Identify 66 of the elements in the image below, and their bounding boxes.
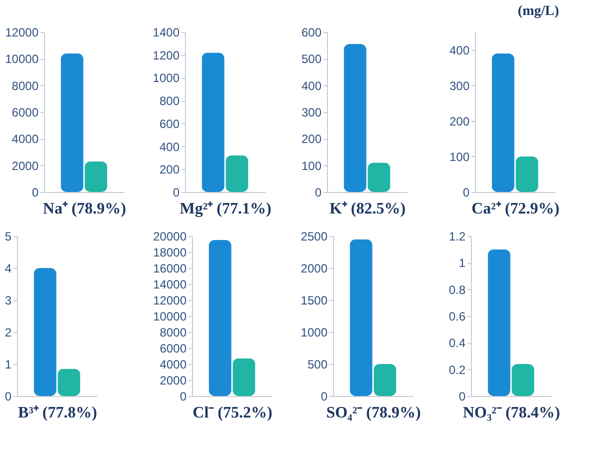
y-tick-label: 2000	[160, 374, 187, 388]
y-tick-label: 12000	[153, 294, 187, 308]
y-tick-label: 800	[159, 94, 180, 108]
y-tick-label: 0.2	[448, 362, 466, 377]
y-tick-label: 1.2	[448, 230, 466, 244]
x-axis-title: Mg²⁺ (77.1%)	[180, 200, 272, 218]
y-tick-label: 8000	[12, 78, 39, 93]
y-tick-label: 5	[4, 230, 12, 244]
y-tick-label: 2000	[300, 262, 328, 276]
y-tick-label: 500	[301, 52, 322, 66]
y-tick-label: 1	[458, 256, 466, 270]
y-tick-label: 100	[301, 158, 322, 173]
y-tick-label: 0	[314, 186, 322, 200]
y-tick-label: 0	[320, 390, 328, 404]
y-tick-label: 4	[4, 262, 12, 276]
y-tick-label: 0	[4, 390, 12, 404]
y-tick-label: 1200	[152, 48, 180, 62]
x-axis-title: Na⁺ (78.9%)	[42, 200, 126, 218]
y-tick-label: 20000	[153, 230, 187, 244]
y-tick-label: 0	[180, 390, 187, 404]
y-tick-label: 18000	[153, 246, 187, 260]
x-axis-title: B³⁺ (77.8%)	[18, 404, 98, 422]
y-tick-label: 4000	[12, 132, 39, 146]
y-tick-label: 300	[449, 78, 470, 93]
y-tick-label: 1000	[300, 326, 328, 340]
y-tick-label: 0.8	[448, 282, 466, 297]
y-tick-label: 500	[307, 358, 328, 372]
y-tick-label: 10000	[153, 310, 187, 324]
y-tick-label: 200	[449, 114, 470, 128]
y-tick-label: 0	[458, 390, 466, 404]
y-tick-label: 12000	[5, 26, 39, 40]
y-tick-label: 0.6	[448, 310, 466, 324]
y-tick-label: 400	[449, 43, 470, 58]
y-tick-label: 2	[4, 326, 12, 340]
x-axis-title: Cl⁻ (75.2%)	[192, 404, 272, 422]
y-tick-label: 6000	[12, 106, 39, 120]
y-tick-label: 400	[301, 78, 322, 93]
y-tick-label: 16000	[153, 262, 187, 276]
x-axis-title: NO₃²⁻ (78.4%)	[462, 404, 560, 422]
y-tick-label: 1400	[152, 26, 180, 40]
y-tick-label: 200	[159, 162, 180, 177]
y-tick-label: 300	[301, 106, 322, 120]
y-tick-label: 2500	[300, 230, 328, 244]
y-tick-label: 10000	[5, 52, 39, 66]
text: (mg/L)	[518, 4, 560, 19]
y-tick-label: 400	[159, 140, 180, 154]
y-tick-label: 14000	[153, 278, 187, 292]
x-axis-title: SO₄²⁻ (78.9%)	[326, 404, 421, 422]
y-tick-label: 4000	[160, 358, 187, 372]
y-tick-label: 1000	[152, 71, 180, 86]
y-tick-label: 0	[462, 186, 470, 200]
y-tick-label: 600	[159, 116, 180, 131]
y-tick-label: 0	[172, 186, 180, 200]
y-tick-label: 1500	[300, 294, 328, 308]
x-axis-title: Ca²⁺ (72.9%)	[471, 200, 560, 218]
y-tick-label: 600	[301, 26, 322, 40]
y-tick-label: 8000	[160, 326, 187, 340]
y-tick-label: 100	[449, 150, 470, 164]
y-tick-label: 6000	[160, 342, 187, 356]
y-tick-label: 2000	[12, 158, 39, 173]
y-tick-label: 1	[4, 358, 12, 372]
x-axis-title: K⁺ (82.5%)	[329, 200, 406, 218]
y-tick-label: 0	[32, 186, 39, 200]
y-tick-label: 200	[301, 132, 322, 146]
y-tick-label: 3	[4, 294, 12, 308]
y-tick-label: 0.4	[448, 336, 466, 350]
